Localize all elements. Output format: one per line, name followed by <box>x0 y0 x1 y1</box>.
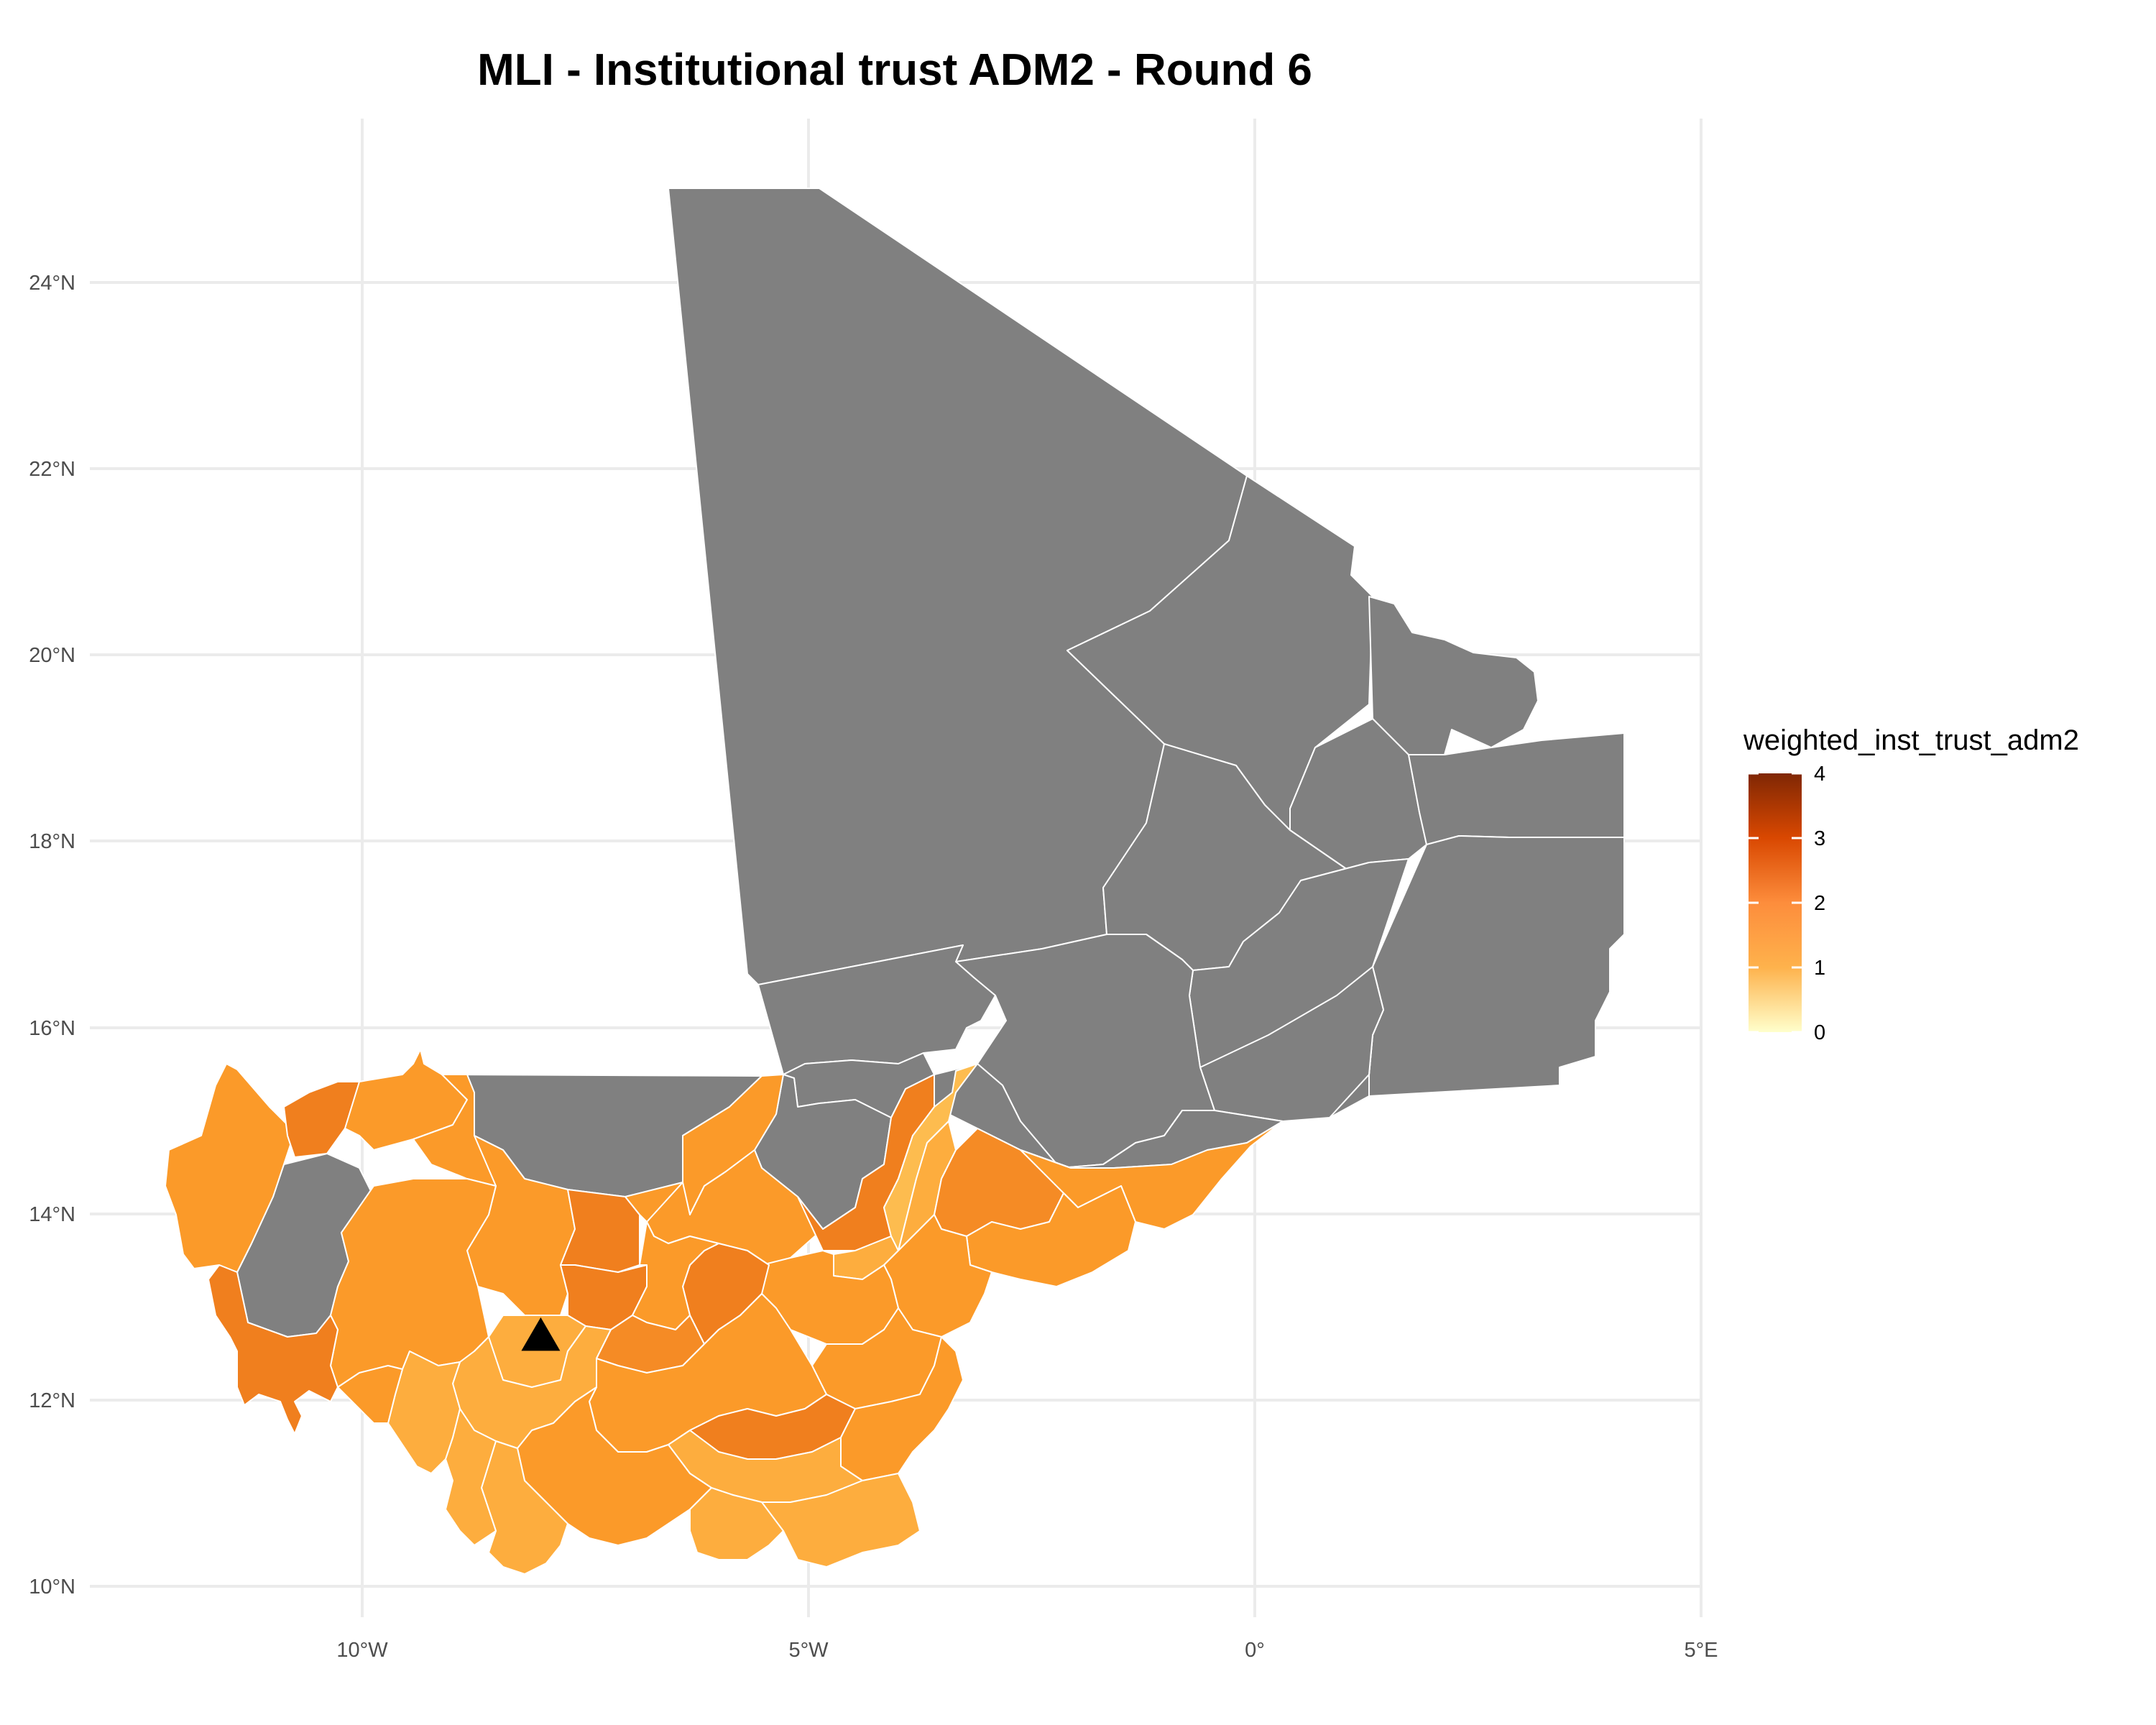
legend-ticks <box>1749 772 1802 1034</box>
region-segou <box>632 1221 719 1330</box>
region-diola-south <box>337 1365 403 1424</box>
legend-tick-label: 3 <box>1814 827 1825 850</box>
region-kenieba <box>387 1351 461 1474</box>
legend-tick-label: 0 <box>1814 1021 1825 1044</box>
y-tick-label: 18°N <box>29 830 75 853</box>
region-bafoulabe <box>208 1264 338 1435</box>
x-tick-label: 5°E <box>1684 1639 1718 1662</box>
y-tick-label: 22°N <box>29 458 75 481</box>
legend-tick-label: 1 <box>1814 957 1825 980</box>
region-kadiolo <box>761 1473 921 1568</box>
legend-tick-labels: 4 3 2 1 0 <box>1814 763 1825 1044</box>
legend-tick-label: 4 <box>1814 763 1825 786</box>
x-axis-labels: 10°W 5°W 0° 5°E <box>336 1639 1718 1662</box>
y-tick-label: 10°N <box>29 1576 75 1598</box>
triangle-marker <box>521 1317 561 1351</box>
y-tick-label: 16°N <box>29 1017 75 1040</box>
no-data-regions <box>236 188 1625 1338</box>
legend-tick-label: 2 <box>1814 892 1825 915</box>
y-tick-label: 20°N <box>29 644 75 667</box>
map-title: MLI - Institutional trust ADM2 - Round 6 <box>477 45 1312 95</box>
legend-title: weighted_inst_trust_adm2 <box>1743 724 2079 756</box>
region-koro <box>966 1185 1136 1287</box>
x-tick-label: 10°W <box>336 1639 388 1662</box>
region-menaka <box>1368 835 1625 1097</box>
data-regions <box>165 1049 1284 1575</box>
x-tick-label: 0° <box>1245 1639 1265 1662</box>
region-kidal-east <box>1368 596 1539 755</box>
region-bougouni <box>517 1386 712 1546</box>
x-tick-label: 5°W <box>788 1639 829 1662</box>
y-tick-label: 24°N <box>29 272 75 295</box>
y-tick-label: 14°N <box>29 1203 75 1226</box>
y-axis-labels: 24°N 22°N 20°N 18°N 16°N 14°N 12°N 10°N <box>29 272 75 1598</box>
y-tick-label: 12°N <box>29 1389 75 1412</box>
